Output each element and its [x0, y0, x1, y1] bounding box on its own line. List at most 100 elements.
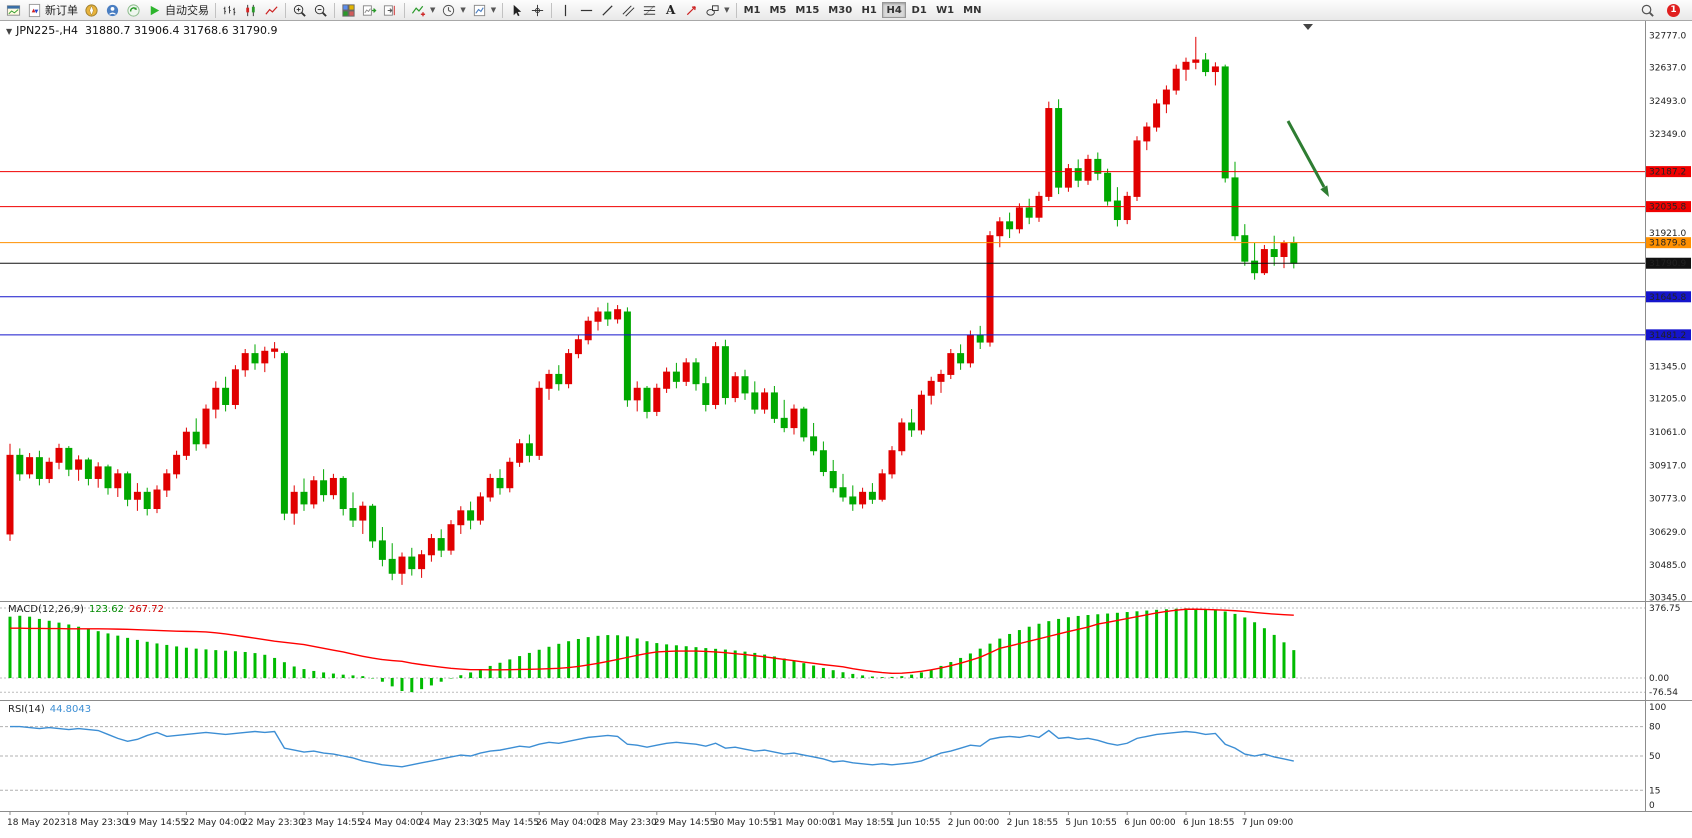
profile-icon	[106, 4, 119, 16]
tab-timeframe-mn[interactable]: MN	[959, 2, 985, 18]
cursor-button[interactable]	[506, 1, 527, 19]
window-button[interactable]	[3, 1, 24, 19]
svg-text:50: 50	[1649, 752, 1661, 762]
bars-chart-button[interactable]	[219, 1, 240, 19]
toolbar-separator	[285, 2, 286, 18]
shapes-button[interactable]: ▼	[702, 1, 732, 19]
chart-shift-button[interactable]	[380, 1, 401, 19]
chart-area: 32777.0 32637.0 32493.0 32349.0 31921.0 31345…	[0, 21, 1692, 838]
rsi-name: RSI(14)	[8, 704, 45, 715]
svg-text:1 Jun 10:55: 1 Jun 10:55	[889, 818, 940, 828]
svg-text:30629.0: 30629.0	[1649, 528, 1686, 538]
line-chart-icon	[265, 5, 278, 15]
tab-timeframe-h1[interactable]: H1	[857, 2, 881, 18]
svg-text:32349.0: 32349.0	[1649, 130, 1686, 140]
tab-timeframe-m1[interactable]: M1	[740, 2, 765, 18]
svg-text:22 May 04:00: 22 May 04:00	[183, 818, 245, 828]
svg-text:-76.54: -76.54	[1649, 688, 1678, 698]
profile-button[interactable]	[102, 1, 123, 19]
equidistant-channel-icon	[622, 4, 635, 16]
line-chart-button[interactable]	[261, 1, 282, 19]
trendline-button[interactable]	[597, 1, 618, 19]
rsi-indicator-label: RSI(14) 44.8043	[8, 704, 91, 715]
svg-text:31645.8: 31645.8	[1649, 293, 1686, 303]
chart-shift-icon	[383, 4, 395, 16]
ohlc-values: 31880.7 31906.4 31768.6 31790.9	[85, 24, 278, 37]
svg-text:6 Jun 18:55: 6 Jun 18:55	[1183, 818, 1234, 828]
periods-button[interactable]: ▼	[438, 1, 468, 19]
zoom-in-button[interactable]	[289, 1, 310, 19]
auto-scroll-button[interactable]	[359, 1, 380, 19]
svg-text:18 May 23:30: 18 May 23:30	[66, 818, 128, 828]
shapes-icon	[706, 4, 719, 16]
fibonacci-button[interactable]	[639, 1, 660, 19]
one-click-trading-arrow-icon[interactable]: ▼	[6, 27, 13, 36]
tab-timeframe-m30[interactable]: M30	[824, 2, 856, 18]
tab-timeframe-m5[interactable]: M5	[765, 2, 790, 18]
svg-text:19 May 14:55: 19 May 14:55	[125, 818, 187, 828]
svg-text:32187.2: 32187.2	[1649, 168, 1686, 178]
symbol-period-label: JPN225-,H4	[16, 24, 78, 37]
tab-timeframe-m15[interactable]: M15	[791, 2, 823, 18]
crosshair-button[interactable]	[527, 1, 548, 19]
tile-windows-button[interactable]	[338, 1, 359, 19]
new-order-button[interactable]: 新订单	[24, 1, 81, 19]
svg-text:30 May 10:55: 30 May 10:55	[713, 818, 775, 828]
chart-canvas[interactable]: 32777.0 32637.0 32493.0 32349.0 31921.0 31345…	[0, 21, 1692, 838]
vertical-line-button[interactable]	[555, 1, 576, 19]
svg-text:6 Jun 00:00: 6 Jun 00:00	[1124, 818, 1176, 828]
svg-text:2 Jun 00:00: 2 Jun 00:00	[948, 818, 1000, 828]
candlestick-chart-button[interactable]	[240, 1, 261, 19]
zoom-out-button[interactable]	[310, 1, 331, 19]
zoom-out-icon	[314, 4, 327, 17]
svg-text:31205.0: 31205.0	[1649, 395, 1686, 405]
search-button[interactable]	[1637, 1, 1658, 19]
svg-text:0.00: 0.00	[1649, 674, 1669, 684]
rsi-value: 44.8043	[49, 704, 92, 715]
toolbar-separator	[735, 2, 737, 18]
toolbar-separator	[334, 2, 335, 18]
alerts-button[interactable]: 1	[1663, 1, 1684, 19]
tab-timeframe-d1[interactable]: D1	[907, 2, 931, 18]
svg-text:29 May 14:55: 29 May 14:55	[654, 818, 716, 828]
tab-timeframe-w1[interactable]: W1	[932, 2, 958, 18]
indicators-button[interactable]: ▼	[408, 1, 438, 19]
svg-text:15: 15	[1649, 786, 1660, 796]
text-button[interactable]: A	[660, 1, 681, 19]
svg-text:32777.0: 32777.0	[1649, 31, 1686, 41]
new-order-label: 新订单	[45, 4, 78, 17]
svg-text:100: 100	[1649, 703, 1666, 713]
svg-text:26 May 04:00: 26 May 04:00	[536, 818, 598, 828]
dropdown-arrow-icon: ▼	[430, 6, 436, 14]
svg-text:31790.9: 31790.9	[1649, 259, 1686, 269]
arrows-icon	[687, 5, 697, 15]
alert-badge: 1	[1667, 3, 1680, 17]
templates-button[interactable]: ▼	[469, 1, 499, 19]
toolbar-separator	[215, 2, 216, 18]
refresh-button[interactable]	[123, 1, 144, 19]
tab-timeframe-h4[interactable]: H4	[882, 2, 907, 18]
fibonacci-icon	[644, 4, 656, 16]
compass-button[interactable]	[81, 1, 102, 19]
vertical-line-icon	[565, 4, 567, 16]
zoom-in-icon	[293, 4, 306, 17]
svg-text:31 May 00:00: 31 May 00:00	[771, 818, 833, 828]
bars-chart-icon	[223, 5, 236, 15]
arrows-button[interactable]	[681, 1, 702, 19]
channel-button[interactable]	[618, 1, 639, 19]
periods-clock-icon	[443, 4, 455, 16]
dropdown-arrow-icon: ▼	[460, 6, 466, 14]
horizontal-line-button[interactable]	[576, 1, 597, 19]
svg-text:80: 80	[1649, 723, 1661, 733]
svg-text:31921.0: 31921.0	[1649, 229, 1686, 239]
toolbar-separator	[404, 2, 405, 18]
indicators-icon	[411, 5, 426, 16]
autotrade-label: 自动交易	[165, 4, 209, 17]
toolbar-right-group: 1	[1637, 1, 1689, 19]
dropdown-arrow-icon: ▼	[724, 6, 730, 14]
compass-icon	[85, 3, 98, 17]
autotrade-button[interactable]: 自动交易	[144, 1, 212, 19]
toolbar-separator	[551, 2, 553, 18]
candlestick-chart-icon	[246, 4, 255, 16]
